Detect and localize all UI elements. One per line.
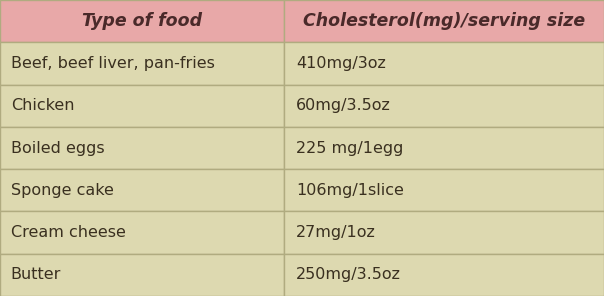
Bar: [0, 211, 284, 254]
Text: 27mg/1oz: 27mg/1oz: [296, 225, 376, 240]
Text: Type of food: Type of food: [82, 12, 202, 30]
Text: Cream cheese: Cream cheese: [11, 225, 126, 240]
Text: 60mg/3.5oz: 60mg/3.5oz: [296, 98, 391, 113]
Text: 410mg/3oz: 410mg/3oz: [296, 56, 386, 71]
Text: 225 mg/1egg: 225 mg/1egg: [296, 141, 403, 155]
Text: Chicken: Chicken: [11, 98, 74, 113]
Text: 250mg/3.5oz: 250mg/3.5oz: [296, 267, 401, 282]
Text: Butter: Butter: [11, 267, 61, 282]
Text: Sponge cake: Sponge cake: [11, 183, 114, 198]
Bar: [284, 254, 604, 296]
Bar: [0, 0, 284, 42]
Bar: [0, 85, 284, 127]
Text: Beef, beef liver, pan-fries: Beef, beef liver, pan-fries: [11, 56, 215, 71]
Text: Boiled eggs: Boiled eggs: [11, 141, 104, 155]
Bar: [0, 42, 284, 85]
Text: Cholesterol(mg)/serving size: Cholesterol(mg)/serving size: [303, 12, 585, 30]
Bar: [284, 0, 604, 42]
Bar: [284, 85, 604, 127]
Bar: [284, 42, 604, 85]
Bar: [284, 169, 604, 211]
Bar: [0, 254, 284, 296]
Bar: [284, 211, 604, 254]
Bar: [0, 127, 284, 169]
Bar: [284, 127, 604, 169]
Bar: [0, 169, 284, 211]
Text: 106mg/1slice: 106mg/1slice: [296, 183, 404, 198]
